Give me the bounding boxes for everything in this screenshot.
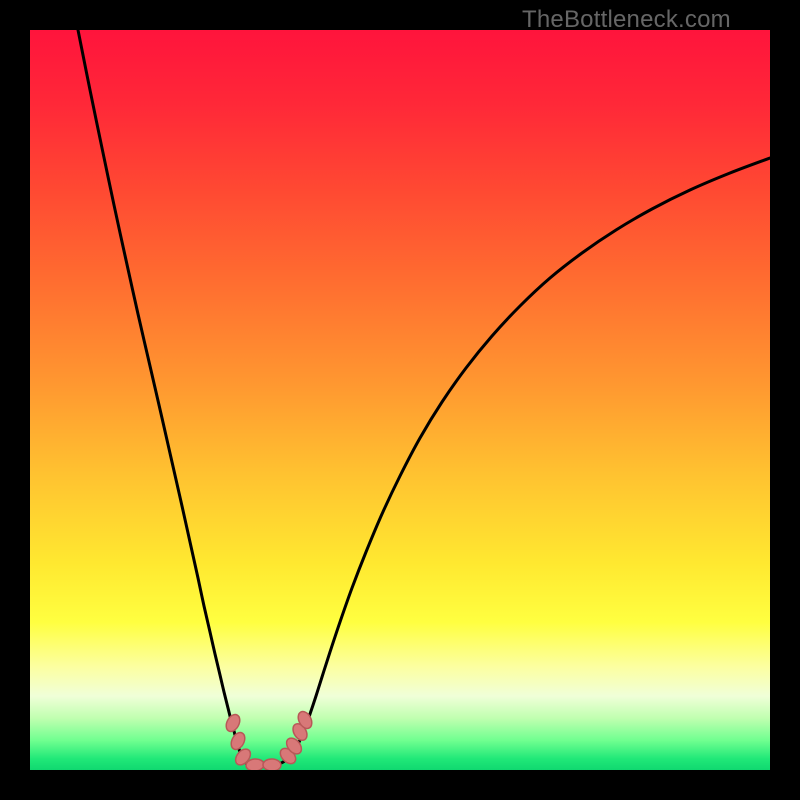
watermark-text: TheBottleneck.com [522,6,731,34]
chart-svg [30,30,770,770]
plot-area [30,30,770,770]
marker-point [263,759,281,770]
gradient-background [30,30,770,770]
